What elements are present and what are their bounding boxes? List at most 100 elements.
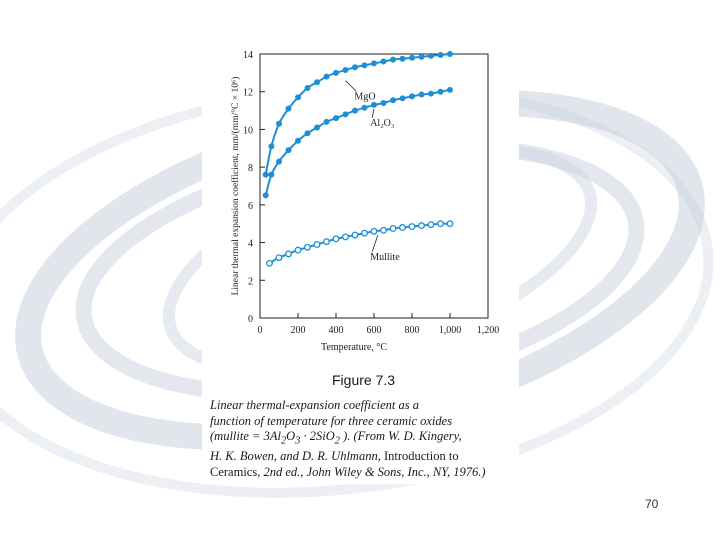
data-point: [275, 254, 283, 262]
data-point: [304, 130, 311, 137]
series-line: [268, 222, 451, 265]
page-number: 70: [645, 497, 659, 511]
data-point: [342, 233, 349, 241]
x-tick-label: 200: [291, 325, 306, 336]
data-point: [351, 231, 359, 239]
series-line: [264, 88, 451, 196]
y-tick-label: 2: [248, 276, 253, 287]
x-tick-label: 1,000: [439, 325, 462, 336]
data-point: [371, 60, 377, 67]
x-tick-label: 800: [405, 325, 420, 336]
series-line: [264, 53, 451, 175]
y-tick-label: 8: [248, 163, 253, 174]
caption-line-3b: O: [286, 429, 296, 443]
data-point: [437, 88, 444, 95]
data-point: [285, 147, 292, 154]
x-tick-label: 600: [367, 325, 382, 336]
y-tick-label: 14: [243, 50, 253, 61]
caption-line-3d: ). (From W. D. Kingery,: [339, 429, 462, 443]
data-point: [361, 62, 368, 69]
series-annotation: Mullite: [370, 252, 400, 263]
data-point: [418, 91, 425, 98]
data-point: [352, 107, 358, 114]
annotation-leader: [345, 80, 357, 92]
data-point: [390, 97, 396, 104]
data-point: [342, 67, 349, 74]
data-point: [333, 69, 339, 76]
caption-sub: 3: [295, 435, 301, 447]
caption-line-4: H. K. Bowen, and D. R. Uhlmann,: [210, 449, 381, 463]
caption-line-5b: , 2nd ed., John Wiley & Sons, Inc., NY, …: [257, 464, 486, 479]
data-point: [323, 118, 330, 125]
data-point: [323, 238, 330, 246]
y-tick-label: 10: [243, 125, 253, 136]
data-point: [380, 100, 387, 107]
data-point: [390, 56, 396, 63]
data-point: [371, 101, 377, 108]
caption-line-4b: Introduction to: [380, 449, 459, 463]
data-point: [380, 226, 387, 234]
data-point: [276, 158, 282, 165]
x-tick-label: 400: [329, 325, 344, 336]
data-point: [268, 143, 275, 150]
data-point: [314, 79, 320, 86]
data-point: [447, 86, 453, 93]
y-tick-label: 12: [243, 88, 253, 99]
data-point: [295, 94, 301, 101]
data-point: [304, 243, 311, 251]
data-point: [268, 171, 275, 178]
data-point: [399, 95, 406, 102]
data-point: [399, 55, 406, 62]
data-point: [447, 51, 453, 57]
data-point: [342, 111, 349, 118]
caption-sub: 2: [280, 435, 287, 447]
y-tick-label: 4: [248, 239, 253, 250]
x-tick-label: 1,200: [477, 325, 500, 336]
x-tick-label: 0: [258, 325, 263, 336]
series-annotation: MgO: [354, 91, 375, 102]
data-point: [352, 64, 358, 71]
data-point: [427, 221, 435, 229]
x-axis-label: Temperature, °C: [321, 342, 387, 353]
data-point: [276, 120, 282, 127]
data-point: [408, 223, 416, 230]
y-tick-label: 0: [248, 314, 253, 325]
data-point: [389, 224, 397, 232]
y-tick-label: 6: [248, 201, 253, 212]
data-point: [428, 52, 434, 59]
caption-line-2: function of temperature for three cerami…: [210, 413, 453, 428]
data-point: [446, 220, 454, 228]
data-point: [409, 54, 415, 61]
data-point: [313, 241, 321, 248]
data-point: [285, 250, 292, 258]
data-point: [262, 171, 269, 178]
data-point: [323, 73, 330, 80]
expansion-chart: 0 2 4 6 8 10 12 14 0 200 400 600 800 1,000 1,200 Temper…: [230, 50, 500, 353]
annotation-leader: [371, 108, 375, 118]
data-point: [361, 229, 368, 237]
data-point: [437, 220, 444, 228]
data-point: [409, 93, 415, 100]
data-point: [380, 58, 387, 65]
data-point: [370, 227, 378, 235]
caption-sub: 2: [334, 435, 340, 447]
data-point: [294, 246, 302, 254]
figure-panel: 0 2 4 6 8 10 12 14 0 200 400 600 800 1,000 1,200 Temper…: [202, 42, 519, 484]
data-point: [314, 124, 320, 131]
data-point: [418, 53, 425, 60]
caption-line-1: Linear thermal-expansion coefficient as …: [210, 398, 419, 412]
data-point: [266, 259, 273, 267]
caption-line-5a: Ceramics: [210, 464, 258, 479]
data-point: [437, 51, 444, 58]
data-point: [333, 115, 339, 122]
figure-caption: Linear thermal-expansion coefficient as …: [210, 398, 516, 480]
data-point: [262, 192, 269, 199]
data-point: [304, 84, 311, 91]
data-point: [332, 235, 340, 243]
y-axis-label: Linear thermal expansion coefficient, mm…: [230, 77, 241, 296]
caption-line-3c: · 2SiO: [300, 429, 335, 443]
series-annotation: Al₂O₃: [370, 118, 394, 129]
data-point: [361, 104, 368, 111]
data-point: [285, 105, 292, 112]
data-point: [428, 90, 434, 97]
